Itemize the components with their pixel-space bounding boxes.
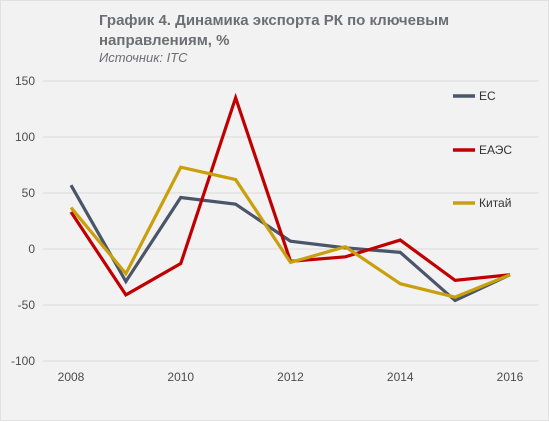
x-tick-label: 2008 [58, 370, 85, 384]
x-tick-label: 2014 [387, 370, 414, 384]
y-tick-label: -50 [18, 298, 36, 312]
y-tick-label: 0 [28, 242, 35, 256]
legend-label: ЕАЭС [479, 143, 512, 157]
chart-title: График 4. Динамика экспорта РК по ключев… [99, 12, 450, 49]
y-tick-label: 100 [15, 130, 35, 144]
x-tick-label: 2016 [497, 370, 524, 384]
series-line-3 [69, 165, 511, 299]
x-tick-label: 2012 [277, 370, 304, 384]
y-tick-label: 150 [15, 74, 35, 88]
chart-source: Источник: ITC [99, 50, 188, 65]
x-tick-label: 2010 [167, 370, 194, 384]
legend-label: Китай [479, 196, 511, 210]
y-tick-label: -100 [11, 354, 35, 368]
legend-label: ЕС [479, 89, 496, 103]
series-line-1 [69, 184, 511, 303]
y-tick-label: 50 [22, 186, 36, 200]
